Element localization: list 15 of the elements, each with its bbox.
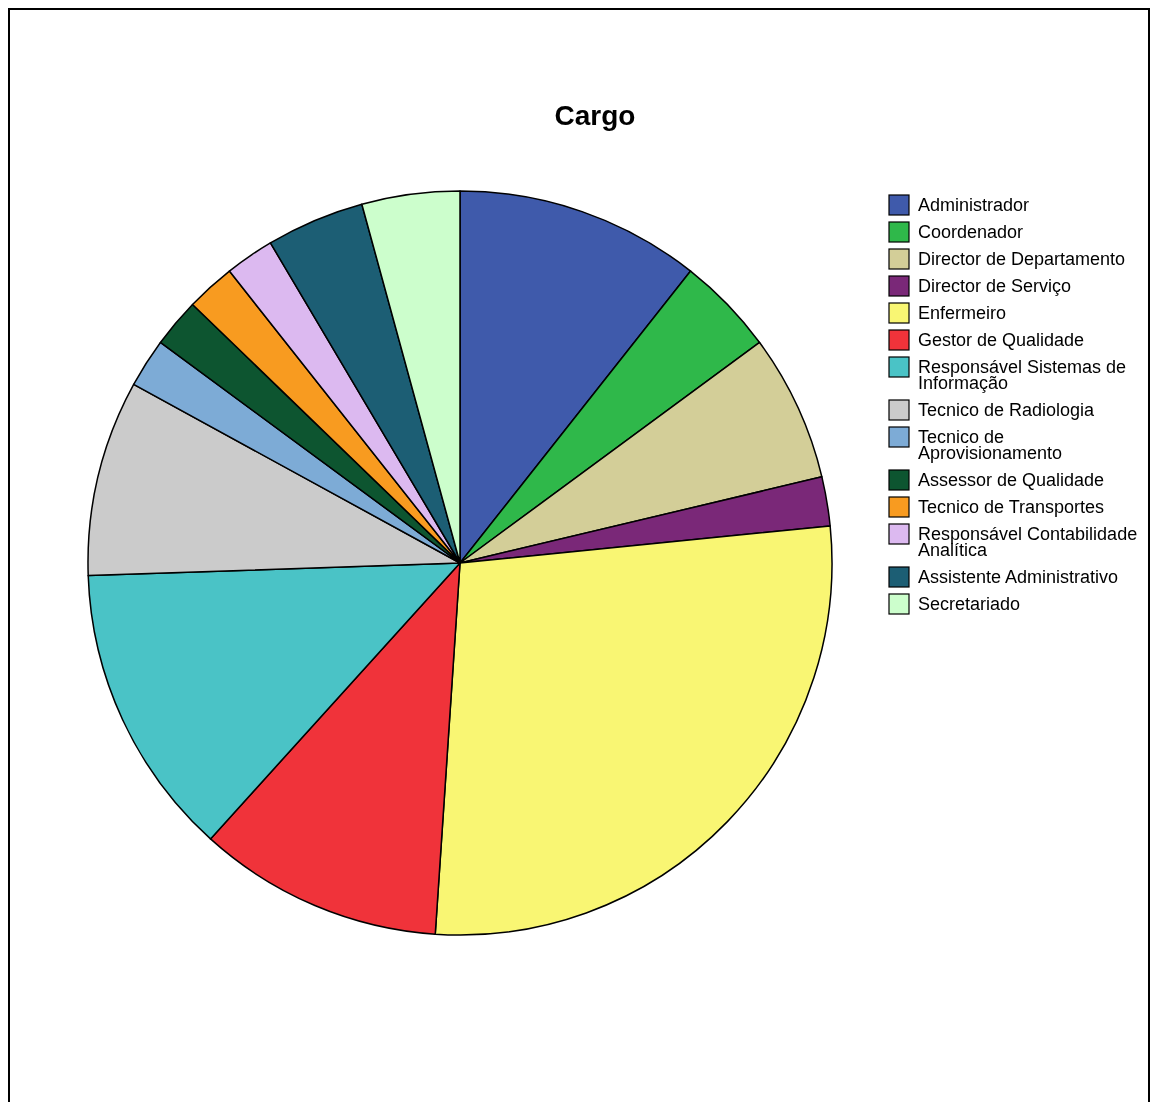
chart-title: Cargo: [554, 100, 636, 131]
legend-label: Assistente Administrativo: [918, 567, 1119, 587]
legend-label: Tecnico de Transportes: [918, 497, 1105, 517]
legend-label: Gestor de Qualidade: [918, 330, 1085, 350]
legend-label: Tecnico de Radiologia: [918, 400, 1096, 420]
legend-label: Responsável Contabilidade Analítica: [918, 524, 1138, 560]
legend-label: Assessor de Qualidade: [918, 470, 1105, 490]
legend-label: Enfermeiro: [918, 303, 1007, 323]
legend-label: Director de Serviço: [918, 276, 1072, 296]
legend-label: Tecnico de Aprovisionamento: [918, 427, 1063, 463]
legend-label: Responsável Sistemas de Informação: [918, 357, 1127, 393]
legend-label: Director de Departamento: [918, 249, 1126, 269]
legend-label: Coordenador: [918, 222, 1024, 242]
legend-label: Administrador: [918, 195, 1030, 215]
legend-label: Secretariado: [918, 594, 1021, 614]
